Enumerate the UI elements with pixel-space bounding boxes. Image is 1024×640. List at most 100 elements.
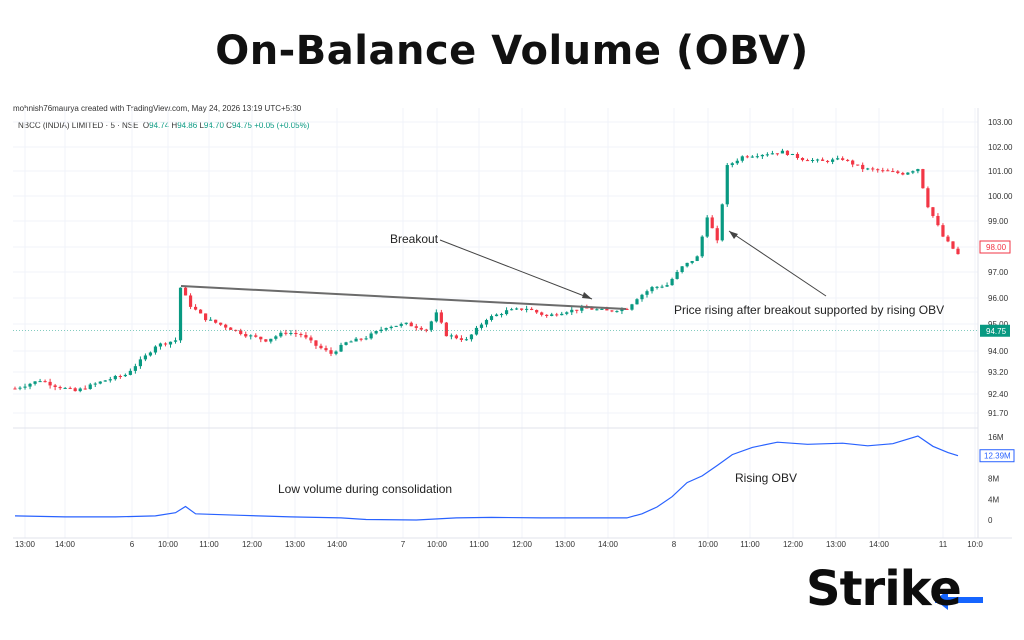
candle-body [354,338,358,342]
candle-body [299,334,303,336]
candle [951,241,955,250]
candle [18,386,22,391]
candle-body [289,333,293,335]
candle [183,286,188,296]
candle-body [484,319,489,325]
candle-body [595,309,599,311]
candle [836,155,840,161]
logo-text: Strike [806,561,962,617]
candle-body [449,335,453,337]
candle-body [670,278,674,286]
candle-body [530,308,534,310]
candle-body [279,332,283,337]
candle-body [560,313,564,316]
chart-attribution: mohnish76maurya created with TradingView… [13,104,302,113]
candle-body [550,314,554,316]
candle-body [429,321,433,330]
candle [409,321,413,327]
obv-tick-label: 8M [988,475,999,484]
price-tick-label: 96.00 [988,294,1009,303]
candle-body [891,171,895,173]
candle-body [78,388,82,392]
time-tick-label: 6 [130,540,135,549]
candle [354,337,358,342]
price-rising-arrow [728,230,827,297]
candle [98,381,102,385]
candle-body [931,207,935,216]
candle-body [876,169,880,171]
candle-body [28,383,32,387]
candle-body [705,217,709,237]
candle-body [514,308,519,310]
candle-body [820,159,825,161]
candle [820,157,825,161]
candle-body [720,204,724,241]
candle-body [580,307,584,311]
candle [936,213,940,227]
candle-body [178,287,183,341]
time-tick-label: 13:00 [285,540,306,549]
candle [309,335,313,344]
candle-body [660,286,664,288]
candle-body [750,156,754,158]
candle-body [58,387,62,389]
candle [861,162,865,173]
candle-body [13,388,17,390]
candle [53,383,57,391]
candle-body [459,338,464,340]
candle [645,289,649,298]
candle-body [204,313,208,321]
candle [424,328,428,333]
candle-body [364,338,368,340]
candle [805,158,810,162]
candle [48,378,52,389]
price-badge-label: 98.00 [986,243,1007,252]
candle-body [740,156,744,161]
candle-body [384,328,388,330]
candle [214,319,218,324]
time-tick-label: 10:00 [698,540,719,549]
candle-body [454,335,459,339]
candle [33,381,37,386]
candle [83,385,87,390]
candle [419,326,423,331]
candle [479,322,484,330]
low-label: L [199,121,204,130]
candle-body [610,310,614,312]
candle-body [790,153,795,155]
candle [394,325,398,328]
candle-body [800,157,805,161]
candle [28,382,32,390]
candle-body [861,164,865,170]
candle [289,330,293,336]
price-tick-label: 95.00 [988,320,1009,329]
candle-body [394,325,398,327]
candle-body [73,388,77,392]
candle [494,313,499,317]
candle [63,387,67,389]
candle-body [881,170,885,172]
candle-body [640,294,644,300]
candle-body [600,308,604,310]
candle-body [846,159,850,161]
candle [113,374,117,381]
candle [660,284,664,289]
candle [760,154,764,159]
candle-body [314,340,318,346]
candle-body [866,168,870,170]
candle-body [805,160,810,162]
candle [775,153,780,156]
chart-annotations: Breakout Price rising after breakout supp… [180,230,944,496]
high-value: 94.86 [177,121,198,130]
candle [499,312,504,318]
candlestick-series [13,148,960,393]
candle [264,339,268,343]
candle [685,262,689,268]
time-tick-label: 11:00 [199,540,219,549]
candle-body [163,343,168,345]
candle-body [244,334,248,337]
candle [449,333,453,340]
candle-body [620,308,624,312]
symbol-label[interactable]: NBCC (INDIA) LIMITED · 5 · NSE [18,121,139,130]
